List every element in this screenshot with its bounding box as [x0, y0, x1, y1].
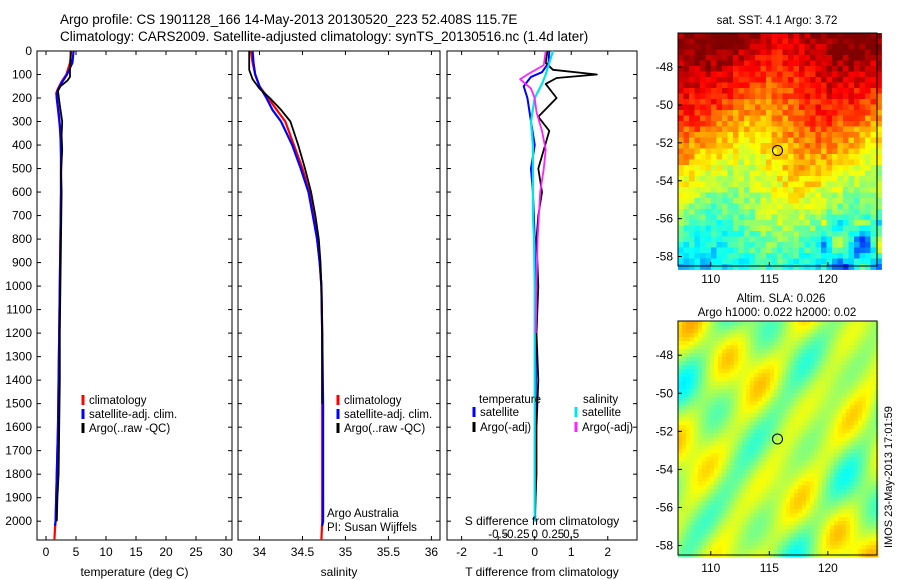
salinity-xtick-label: 35.5	[377, 545, 401, 559]
salinity-xlabel: salinity	[321, 565, 358, 579]
depth-tick-label: 1100	[6, 303, 32, 317]
temperature-xtick-label: 25	[189, 545, 203, 559]
sst_map-field	[678, 33, 882, 270]
sla_map-ytick-label: -52	[656, 424, 674, 438]
depth-tick-label: 1700	[5, 444, 32, 458]
sla_map-xtick-label: 120	[818, 561, 838, 575]
sla_map-ytick-label: -48	[656, 348, 674, 362]
temperature-legend-label: satellite-adj. clim.	[89, 409, 177, 421]
sst_map-frame	[677, 32, 878, 267]
salinity-plot-frame	[237, 50, 441, 541]
sst_map-ytick-label: -52	[656, 136, 674, 150]
temperature-series-argo-raw-qc-	[55, 51, 72, 522]
sla_map-ytick-label: -58	[656, 538, 674, 552]
difference-xtick-top-label: 0	[531, 529, 537, 541]
argo-annotation: PI: Susan Wijffels	[327, 522, 417, 534]
depth-tick-label: 700	[12, 209, 32, 223]
sst_map-ytick-label: -50	[656, 98, 674, 112]
difference-xtick-top-label: 0.25	[542, 529, 564, 541]
difference-series-s-argo-adj-	[519, 50, 547, 334]
difference-xtick-top-label: -0.25	[503, 529, 529, 541]
temperature-xtick-label: 15	[129, 545, 143, 559]
salinity-legend-label: satellite-adj. clim.	[344, 409, 432, 421]
argo-annotation: Argo Australia	[327, 508, 399, 520]
legend-title-salinity: salinity	[583, 394, 618, 406]
salinity-legend-label: climatology	[344, 395, 402, 407]
difference-xtick-top-label: 0.5	[563, 529, 579, 541]
temperature-xtick-label: 0	[43, 545, 50, 559]
sla_map-ytick-label: -50	[656, 386, 674, 400]
salinity-xtick-label: 34.5	[291, 545, 315, 559]
sla_map-ytick-label: -56	[656, 500, 674, 514]
depth-tick-label: 1300	[5, 350, 32, 364]
difference-series-t-argo-adj-	[533, 50, 598, 522]
sla_map-argo-marker	[772, 433, 783, 445]
sla-map-subtitle: Argo h1000: 0.022 h2000: 0.02	[698, 307, 857, 319]
salinity-xtick-label: 35	[339, 545, 353, 559]
sla_map-xtick-label: 115	[760, 561, 779, 575]
sla_map-frame	[677, 320, 878, 556]
difference-xtick-label: -1	[493, 545, 504, 559]
difference-xtick-label: 1	[568, 545, 575, 559]
temperature-xtick-label: 5	[73, 545, 80, 559]
sst_map-argo-marker	[772, 144, 783, 156]
temperature-xtick-label: 30	[219, 545, 233, 559]
difference-legend-label: satellite	[582, 407, 621, 419]
temperature-legend-label: climatology	[89, 395, 147, 407]
depth-tick-label: 600	[12, 185, 32, 199]
depth-tick-label: 0	[25, 44, 32, 58]
sla-map-title: Altim. SLA: 0.026	[737, 293, 826, 305]
sst_map-ytick-label: -58	[656, 250, 674, 264]
difference-xlabel-top: S difference from climatology	[465, 514, 620, 528]
depth-tick-label: 500	[12, 162, 32, 176]
depth-tick-label: 300	[12, 115, 32, 129]
depth-tick-label: 800	[12, 232, 32, 246]
sst_map-ytick-label: -48	[656, 60, 674, 74]
temperature-xtick-label: 20	[159, 545, 173, 559]
salinity-xtick-label: 34	[253, 545, 267, 559]
legend-title-temperature: temperature	[479, 394, 541, 406]
depth-tick-label: 1000	[5, 279, 32, 293]
difference-xtick-label: 0	[531, 545, 538, 559]
depth-tick-label: 2000	[5, 514, 32, 528]
difference-xtick-label: -2	[456, 545, 467, 559]
difference-xtick-label: 2	[604, 545, 611, 559]
sla_map-xtick-label: 110	[701, 561, 720, 575]
depth-tick-label: 900	[12, 256, 32, 270]
temperature-plot-frame	[36, 50, 233, 541]
depth-tick-label: 1400	[5, 373, 32, 387]
difference-xlabel: T difference from climatology	[465, 565, 619, 579]
sst_map-ytick-label: -56	[656, 212, 674, 226]
depth-tick-label: 200	[12, 91, 32, 105]
salinity-series-argo-raw-qc-	[248, 51, 324, 404]
difference-xtick-top-label: -0.5	[488, 529, 508, 541]
depth-tick-label: 1200	[5, 326, 32, 340]
temperature-xtick-label: 10	[99, 545, 113, 559]
sst-map-title: sat. SST: 4.1 Argo: 3.72	[717, 15, 838, 27]
difference-plot-frame	[446, 50, 638, 541]
depth-tick-label: 100	[12, 68, 32, 82]
sst_map-xtick-label: 115	[760, 272, 779, 286]
sst_map-xtick-label: 110	[701, 272, 720, 286]
depth-tick-label: 1900	[5, 491, 32, 505]
salinity-legend-label: Argo(..raw -QC)	[344, 423, 425, 435]
sla_map-field	[678, 321, 879, 558]
sst_map-xtick-label: 120	[818, 272, 838, 286]
salinity-xtick-label: 36	[425, 545, 439, 559]
temperature-xlabel: temperature (deg C)	[80, 565, 188, 579]
figure-title-line1: Argo profile: CS 1901128_166 14-May-2013…	[60, 12, 518, 27]
difference-series-s-satellite	[529, 50, 555, 522]
sst_map-ytick-label: -54	[656, 174, 674, 188]
figure-title-line2: Climatology: CARS2009. Satellite-adjuste…	[60, 29, 589, 44]
depth-tick-label: 1600	[5, 420, 32, 434]
sla_map-ytick-label: -54	[656, 462, 674, 476]
depth-tick-label: 1800	[5, 467, 32, 481]
difference-legend-label: Argo(-adj)	[480, 422, 531, 434]
difference-legend-label: satellite	[480, 407, 519, 419]
depth-tick-label: 1500	[5, 397, 32, 411]
difference-legend-label: Argo(-adj)	[582, 422, 633, 434]
depth-tick-label: 400	[12, 138, 32, 152]
temperature-legend-label: Argo(..raw -QC)	[89, 423, 170, 435]
